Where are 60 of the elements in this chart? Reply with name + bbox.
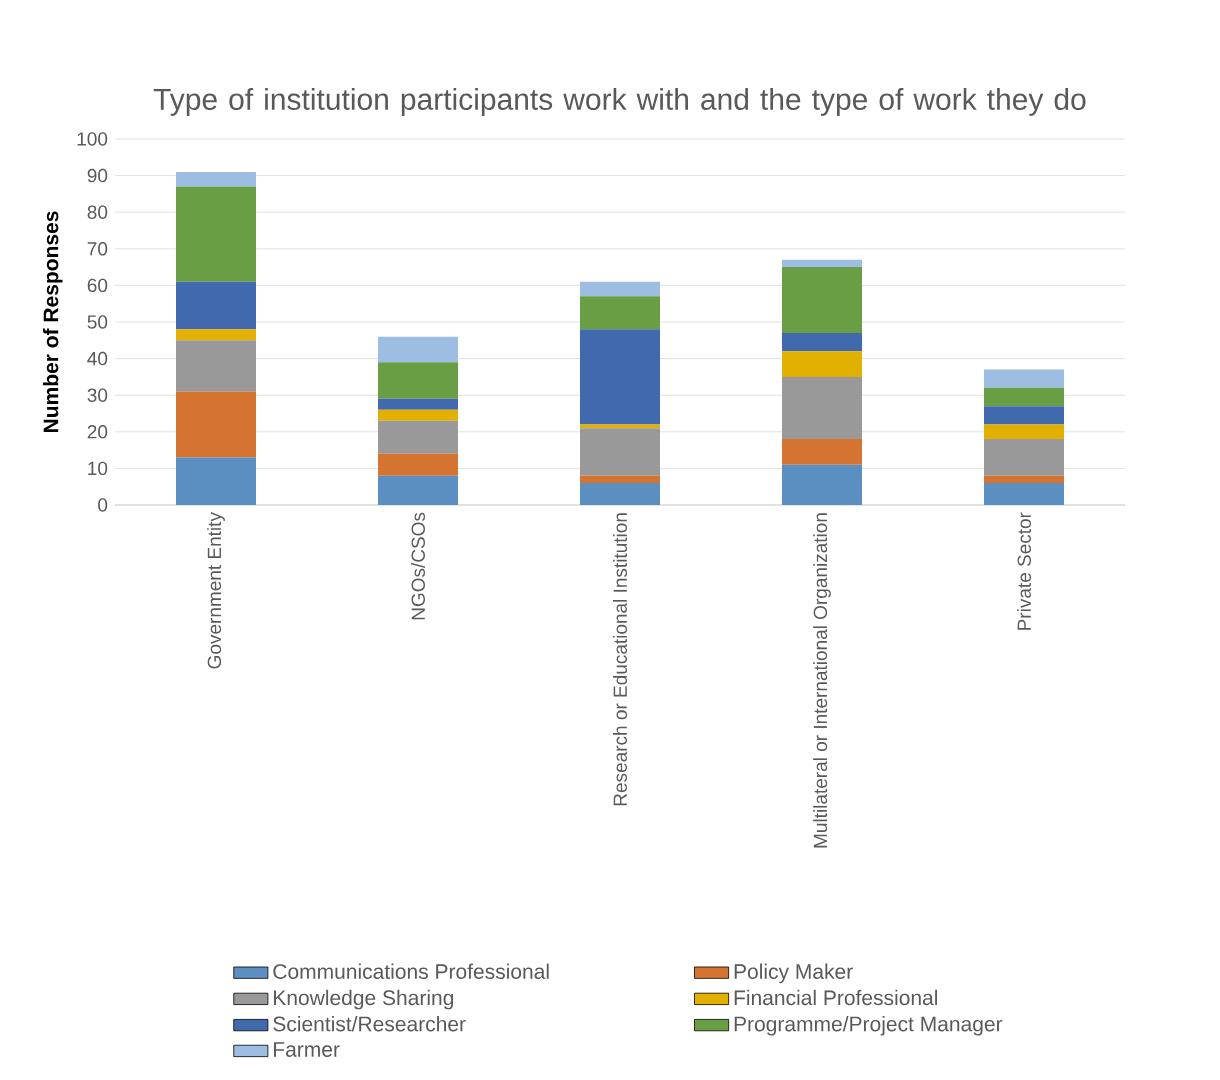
x-tick-label: Private Sector (1017, 512, 1031, 630)
y-axis-title: Number of Responses (42, 211, 63, 433)
bar (984, 369, 1064, 388)
bar (782, 351, 862, 377)
y-tick-label: 100 (77, 132, 108, 146)
bar (580, 475, 661, 484)
legend-label: Farmer (274, 1042, 340, 1057)
y-tick-label: 30 (87, 388, 108, 402)
bar (176, 186, 257, 282)
bar (984, 475, 1064, 484)
bar (378, 336, 458, 363)
x-tick-label: Government Entity (207, 512, 225, 669)
bar (984, 439, 1064, 476)
y-tick-label: 90 (87, 168, 108, 183)
legend-label: Communications Professional (273, 963, 549, 979)
y-tick-label: 20 (87, 425, 108, 439)
bar (580, 483, 661, 505)
bar (984, 406, 1064, 425)
legend-label: Policy Maker (734, 963, 853, 984)
legend-label: Scientist/Researcher (273, 1016, 466, 1032)
bar (580, 424, 661, 429)
bar (782, 439, 862, 465)
bar (176, 457, 257, 505)
y-tick-label: 70 (87, 242, 108, 256)
bar (176, 391, 257, 458)
bar (378, 475, 458, 505)
bar (378, 453, 458, 476)
legend-label: Knowledge Sharing (274, 989, 454, 1010)
legend-label: Programme/Project Manager (734, 1016, 1003, 1036)
bar (782, 267, 862, 333)
bar (984, 387, 1064, 407)
bar (176, 329, 257, 341)
x-tick-label: Multilateral or International Organization (813, 513, 831, 848)
bar (580, 281, 661, 297)
bar (782, 464, 862, 505)
bar (176, 171, 257, 187)
bar (176, 281, 257, 330)
bar (782, 332, 862, 352)
bar (580, 296, 661, 330)
bar (580, 329, 661, 425)
x-tick-label: Research or Educational Institution (613, 513, 627, 806)
x-tick-label: NGOs/CSOs (411, 512, 425, 620)
chart-title: Type of institution participants work with and the type of work they do (153, 87, 1086, 116)
bar (782, 259, 862, 268)
y-tick-label: 0 (98, 498, 108, 512)
y-tick-label: 10 (88, 461, 108, 476)
y-tick-label: 60 (87, 278, 108, 293)
bar (378, 420, 458, 454)
bar (176, 340, 257, 392)
bar (782, 376, 862, 440)
bar (378, 398, 458, 410)
y-tick-label: 40 (87, 351, 108, 366)
y-tick-label: 50 (87, 315, 108, 329)
legend-label: Financial Professional (734, 989, 938, 1006)
bar (378, 362, 458, 399)
y-tick-label: 80 (87, 205, 108, 219)
bar (984, 424, 1064, 440)
bar (378, 409, 458, 421)
bar (580, 428, 661, 476)
bar (984, 483, 1064, 505)
